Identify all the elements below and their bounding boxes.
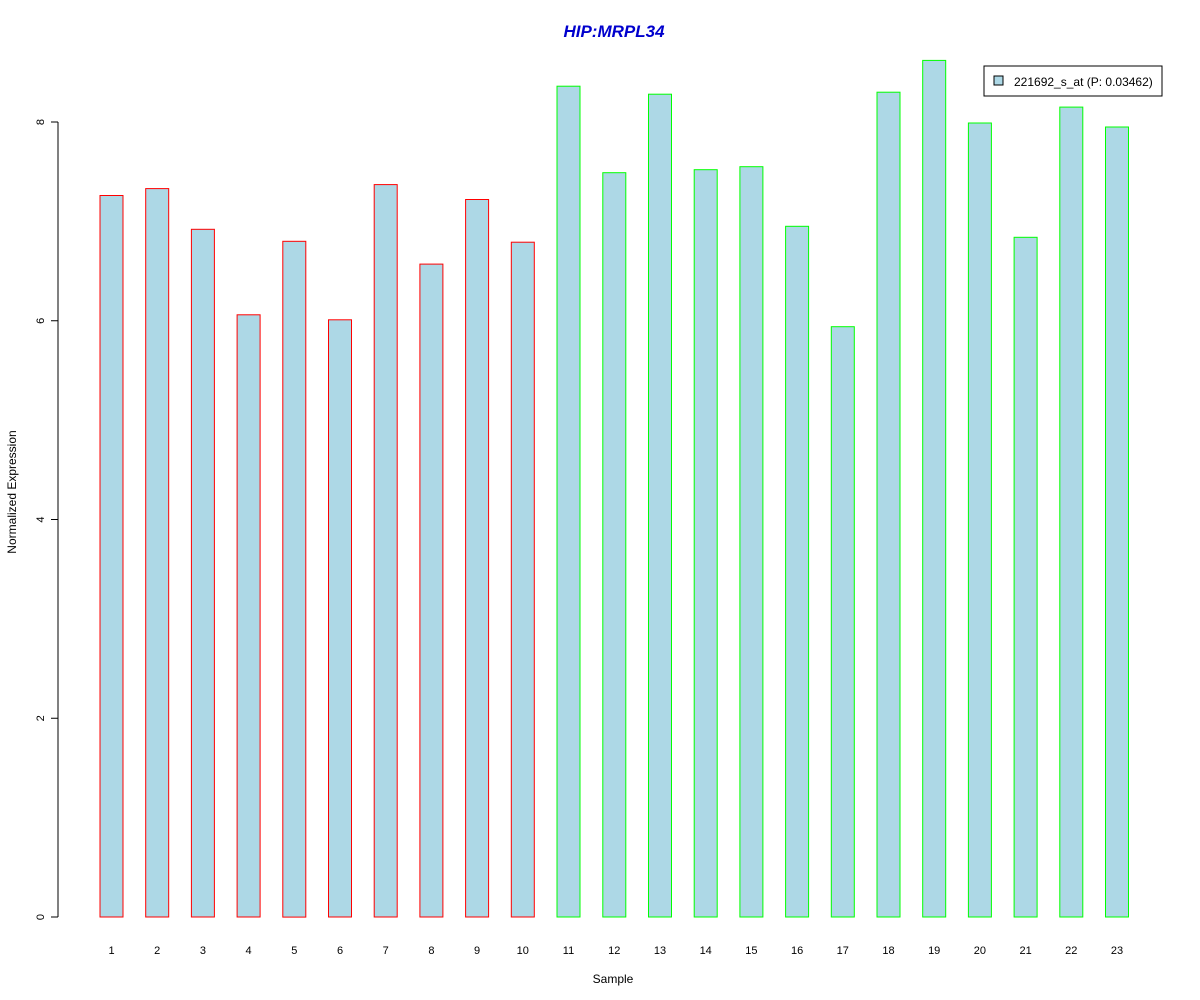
bar-sample-9 [465,199,490,918]
x-tick-label-10: 10 [517,945,529,957]
y-tick-label-0: 0 [35,914,47,920]
x-tick-labels: 1 2 3 4 5 6 7 8 9 10 11 12 13 14 15 16 17 18 19 20 21 22 23 [108,945,1123,957]
x-tick-label-23: 23 [1111,945,1123,957]
bar-sample-13 [648,93,672,918]
bar-sample-22 [1059,106,1084,918]
bar-sample-10 [510,241,535,918]
x-tick-label-14: 14 [700,945,712,957]
x-tick-label-5: 5 [291,945,297,957]
x-tick-label-13: 13 [654,945,666,957]
bar-sample-18 [876,91,901,918]
x-tick-label-16: 16 [791,945,803,957]
y-tick-label-2: 2 [35,715,47,721]
x-tick-label-3: 3 [200,945,206,957]
y-tick-label-6: 6 [35,318,47,324]
legend-box [983,65,1163,97]
bar-sample-23 [1105,126,1129,918]
legend-label: 221692_s_at (P: 0.03462) [1014,75,1153,89]
x-tick-label-4: 4 [246,945,252,957]
bar-sample-3 [190,228,215,918]
x-tick-label-15: 15 [745,945,757,957]
bar-sample-1 [99,195,124,918]
x-tick-label-19: 19 [928,945,940,957]
y-axis-label: Normalized Expression [5,430,19,553]
chart-title: HIP:MRPL34 [563,22,665,41]
bar-sample-17 [830,326,855,918]
x-tick-label-8: 8 [428,945,434,957]
x-axis-label: Sample [593,972,634,986]
bar-sample-20 [967,122,992,918]
bars-layer [99,59,1129,918]
x-tick-label-6: 6 [337,945,343,957]
bar-sample-16 [785,225,810,918]
bar-sample-2 [145,188,170,918]
bar-sample-19 [922,59,947,918]
y-axis: 0 2 4 6 8 [35,119,59,920]
bar-sample-12 [602,172,627,918]
x-tick-label-2: 2 [154,945,160,957]
legend-swatch [993,75,1004,86]
x-tick-label-11: 11 [563,945,574,957]
x-tick-label-7: 7 [383,945,389,957]
bar-sample-15 [739,166,764,918]
y-tick-label-4: 4 [35,516,47,522]
x-tick-label-17: 17 [837,945,849,957]
x-tick-label-9: 9 [474,945,480,957]
bar-sample-21 [1013,236,1038,918]
x-tick-label-22: 22 [1065,945,1077,957]
x-tick-label-1: 1 [108,945,114,957]
bar-sample-8 [419,263,444,918]
legend: 221692_s_at (P: 0.03462) [983,65,1163,97]
x-tick-label-18: 18 [882,945,894,957]
bar-sample-5 [282,240,307,918]
x-tick-label-12: 12 [608,945,620,957]
bar-sample-11 [556,85,581,918]
x-tick-label-21: 21 [1019,945,1031,957]
y-tick-label-8: 8 [35,119,47,125]
x-tick-label-20: 20 [974,945,986,957]
bar-sample-4 [236,314,261,918]
bar-sample-14 [693,169,718,918]
bar-sample-7 [373,184,398,918]
bar-sample-6 [328,319,352,918]
